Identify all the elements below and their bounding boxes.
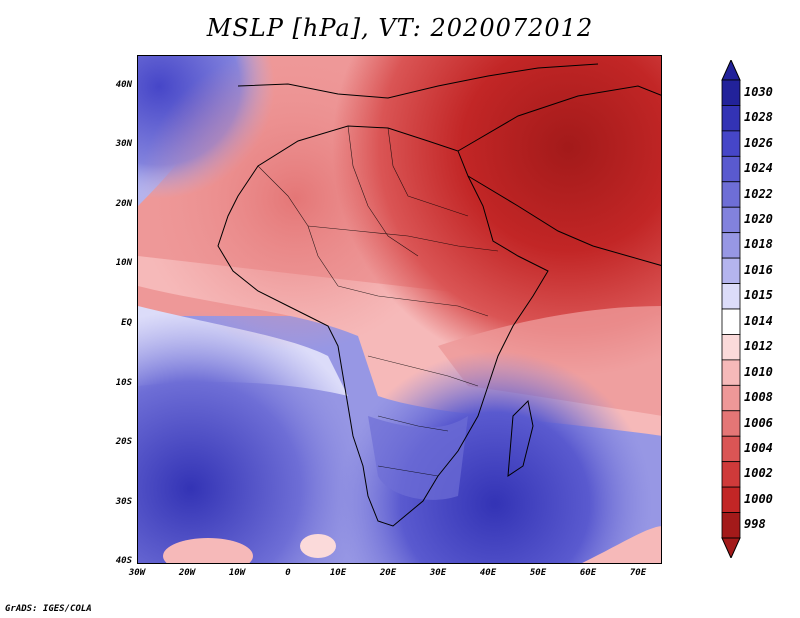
colorbar-box — [721, 435, 741, 463]
colorbar-label: 998 — [744, 517, 766, 532]
colorbar-label: 1010 — [744, 364, 773, 379]
colorbar-label: 1030 — [744, 84, 773, 99]
country-borders — [257, 125, 499, 477]
lat-label-20n: 20N — [115, 199, 132, 209]
colorbar-box — [721, 257, 741, 284]
lon-label-30e: 30E — [429, 568, 447, 578]
colorbar-label: 1016 — [744, 262, 773, 277]
lat-label-30n: 30N — [115, 139, 132, 149]
lon-label-70e: 70E — [629, 568, 647, 578]
colorbar-box — [721, 486, 741, 513]
southern-low-west — [163, 538, 253, 563]
colorbar-box — [721, 512, 741, 539]
colorbar — [721, 60, 741, 558]
footer-credit: GrADS: IGES/COLA — [5, 604, 92, 614]
coastlines — [217, 63, 661, 527]
colorbar-label: 1022 — [744, 186, 773, 201]
colorbar-label: 1004 — [744, 440, 773, 455]
lat-label-30s: 30S — [115, 497, 132, 507]
lon-label-0: 0 — [285, 568, 291, 578]
southern-africa-high — [368, 416, 468, 500]
colorbar-box — [721, 232, 741, 259]
colorbar-label: 1024 — [744, 161, 773, 176]
lon-label-60e: 60E — [579, 568, 597, 578]
lat-label-eq: EQ — [121, 318, 132, 328]
colorbar-box — [721, 334, 741, 361]
southern-low-center — [300, 534, 336, 558]
lat-label-20s: 20S — [115, 437, 132, 447]
colorbar-box — [721, 155, 741, 183]
colorbar-box — [721, 206, 741, 234]
lat-label-10n: 10N — [115, 258, 132, 268]
colorbar-box — [721, 181, 741, 208]
colorbar-box — [721, 461, 741, 488]
colorbar-box — [721, 308, 741, 335]
colorbar-label: 1028 — [744, 110, 773, 125]
lon-label-40e: 40E — [479, 568, 497, 578]
southern-low-east — [582, 526, 661, 563]
lat-label-40n: 40N — [115, 80, 132, 90]
colorbar-bottom-arrow — [721, 537, 741, 558]
colorbar-box — [721, 79, 741, 106]
colorbar-label: 1014 — [744, 313, 773, 328]
colorbar-box — [721, 130, 741, 157]
colorbar-label: 1006 — [744, 415, 773, 430]
colorbar-label: 1008 — [744, 390, 773, 405]
pressure-field — [138, 56, 661, 563]
lon-label-10w: 10W — [228, 568, 246, 578]
lon-label-50e: 50E — [529, 568, 547, 578]
colorbar-box — [721, 359, 741, 386]
lon-label-30w: 30W — [128, 568, 146, 578]
colorbar-label: 1020 — [744, 211, 773, 226]
colorbar-box — [721, 384, 741, 412]
lon-label-10e: 10E — [329, 568, 347, 578]
colorbar-box — [721, 105, 741, 132]
colorbar-label: 1018 — [744, 237, 773, 252]
lon-label-20e: 20E — [379, 568, 397, 578]
map-title: MSLP [hPa], VT: 2020072012 — [206, 14, 594, 42]
colorbar-box — [721, 283, 741, 310]
lat-label-10s: 10S — [115, 378, 132, 388]
colorbar-label: 1012 — [744, 339, 773, 354]
colorbar-label: 1015 — [744, 288, 773, 303]
colorbar-label: 1002 — [744, 466, 773, 481]
lon-label-20w: 20W — [178, 568, 196, 578]
lat-label-40s: 40S — [115, 556, 132, 566]
colorbar-box — [721, 410, 741, 437]
colorbar-top-arrow — [721, 60, 741, 81]
map-panel — [137, 55, 662, 564]
colorbar-label: 1026 — [744, 135, 773, 150]
colorbar-label: 1000 — [744, 491, 773, 506]
